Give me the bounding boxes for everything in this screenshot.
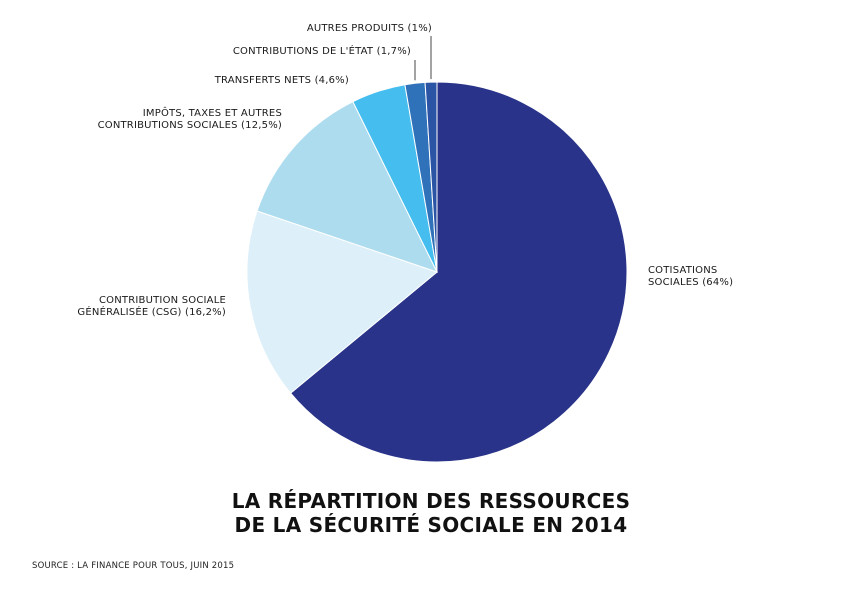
slice-label-4: TRANSFERTS NETS (4,6%) <box>214 75 349 86</box>
slice-label-1: COTISATIONS SOCIALES (64%) <box>648 265 733 288</box>
slice-label-2: CONTRIBUTION SOCIALE GÉNÉRALISÉE (CSG) (1… <box>77 295 226 318</box>
slice-label-line: IMPÔTS, TAXES ET AUTRES <box>143 106 282 119</box>
chart-title-line-2: DE LA SÉCURITÉ SOCIALE EN 2014 <box>234 513 628 537</box>
slice-label-3: IMPÔTS, TAXES ET AUTRES CONTRIBUTIONS SOC… <box>98 106 282 131</box>
slice-label-line: CONTRIBUTIONS DE L'ÉTAT (1,7%) <box>233 44 411 57</box>
slice-label-line: SOCIALES (64%) <box>648 277 733 288</box>
slice-label-line: TRANSFERTS NETS (4,6%) <box>214 75 349 86</box>
slice-labels: COTISATIONS SOCIALES (64%) CONTRIBUTION SO… <box>77 23 733 318</box>
source-note: SOURCE : LA FINANCE POUR TOUS, JUIN 2015 <box>32 561 235 571</box>
pie-slices <box>246 81 628 463</box>
leader-lines <box>414 36 432 81</box>
pie-slice-6 <box>424 81 438 273</box>
slice-label-line: GÉNÉRALISÉE (CSG) (16,2%) <box>77 305 226 318</box>
slice-label-line: CONTRIBUTIONS SOCIALES (12,5%) <box>98 120 282 131</box>
pie-slice-1 <box>289 81 628 463</box>
slice-label-5: CONTRIBUTIONS DE L'ÉTAT (1,7%) <box>233 44 411 57</box>
pie-slice-2 <box>246 210 439 394</box>
slice-label-line: AUTRES PRODUITS (1%) <box>307 23 432 34</box>
pie-slice-3 <box>256 100 438 273</box>
slice-label-line: COTISATIONS <box>648 265 717 276</box>
chart-title-line-1: LA RÉPARTITION DES RESSOURCES <box>231 489 631 513</box>
slice-label-line: CONTRIBUTION SOCIALE <box>99 295 226 306</box>
slice-label-6: AUTRES PRODUITS (1%) <box>307 23 432 34</box>
